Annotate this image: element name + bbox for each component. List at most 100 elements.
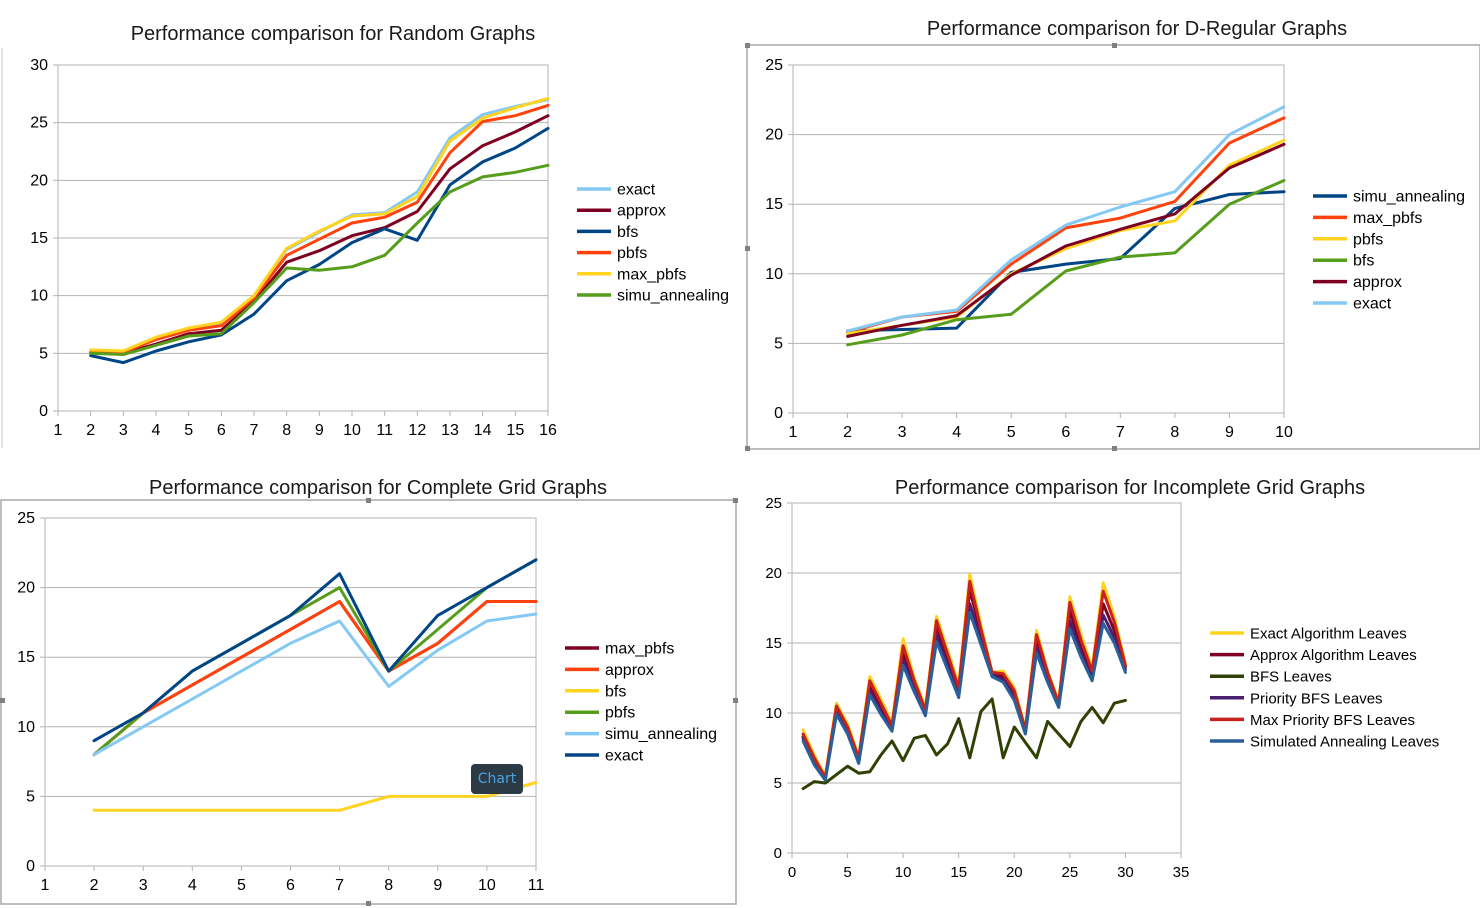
legend-label: max_pbfs <box>1353 210 1422 227</box>
legend-label: simu_annealing <box>1353 189 1465 206</box>
chart-tooltip: Chart <box>471 764 523 794</box>
series-line-bfs <box>846 179 1286 347</box>
y-tick-label: 25 <box>765 57 783 74</box>
x-tick-label: 6 <box>286 877 295 894</box>
x-tick-label: 14 <box>474 422 492 439</box>
x-tick-label: 9 <box>1225 424 1234 441</box>
x-tick-label: 1 <box>41 877 50 894</box>
series-line-exact <box>846 105 1286 333</box>
legend-label: approx <box>617 203 666 220</box>
y-tick-label: 0 <box>26 858 35 875</box>
x-tick-label: 4 <box>152 422 161 439</box>
chart-complete-grid-graphs: Performance comparison for Complete Grid… <box>17 477 717 894</box>
legend-label: approx <box>1353 274 1402 291</box>
x-tick-label: 10 <box>1275 424 1293 441</box>
plot-area <box>791 502 1182 854</box>
legend-label: pbfs <box>1353 231 1383 248</box>
y-tick-label: 5 <box>39 345 48 362</box>
series-line-approx <box>92 600 538 757</box>
y-tick-label: 20 <box>765 565 782 582</box>
x-tick-label: 9 <box>433 877 442 894</box>
series-line-pbfs <box>89 103 550 354</box>
y-tick-label: 0 <box>774 845 782 862</box>
chart-random-graphs: Performance comparison for Random Graphs… <box>30 23 729 439</box>
x-tick-label: 4 <box>188 877 197 894</box>
legend-label: bfs <box>617 224 638 241</box>
y-tick-label: 20 <box>30 172 48 189</box>
chart-title: Performance comparison for D-Regular Gra… <box>927 18 1347 40</box>
x-tick-label: 25 <box>1062 864 1079 881</box>
y-tick-label: 10 <box>765 266 783 283</box>
series-line-bfs <box>92 781 538 812</box>
plot-area <box>57 64 549 412</box>
chart-title: Performance comparison for Random Graphs <box>131 23 536 45</box>
legend-label: Exact Algorithm Leaves <box>1250 626 1407 643</box>
x-tick-label: 2 <box>843 424 852 441</box>
y-tick-label: 5 <box>774 335 783 352</box>
legend-label: simu_annealing <box>605 726 717 743</box>
x-tick-label: 8 <box>282 422 291 439</box>
x-tick-label: 8 <box>384 877 393 894</box>
series-line-max-pbfs <box>89 96 550 353</box>
y-tick-label: 0 <box>774 405 783 422</box>
y-tick-label: 25 <box>765 495 782 512</box>
y-tick-label: 25 <box>30 115 48 132</box>
x-tick-label: 7 <box>335 877 344 894</box>
legend-label: bfs <box>1353 253 1374 270</box>
y-tick-label: 20 <box>17 580 35 597</box>
x-tick-label: 11 <box>376 422 393 439</box>
legend-label: Priority BFS Leaves <box>1250 690 1383 707</box>
legend-label: BFS Leaves <box>1250 669 1332 686</box>
series-line-bfs-leaves <box>801 697 1127 791</box>
legend-label: pbfs <box>617 245 647 262</box>
x-tick-label: 15 <box>506 422 524 439</box>
legend-label: max_pbfs <box>617 266 686 283</box>
legend-label: Approx Algorithm Leaves <box>1250 647 1417 664</box>
x-tick-label: 15 <box>950 864 967 881</box>
legend-label: Max Priority BFS Leaves <box>1250 712 1415 729</box>
x-tick-label: 8 <box>1170 424 1179 441</box>
x-tick-label: 11 <box>528 877 545 894</box>
y-tick-label: 10 <box>17 719 35 736</box>
y-tick-label: 10 <box>30 288 48 305</box>
x-tick-label: 2 <box>86 422 95 439</box>
x-tick-label: 10 <box>478 877 496 894</box>
frames <box>0 43 1480 906</box>
legend-label: bfs <box>605 683 626 700</box>
y-tick-label: 25 <box>17 510 35 527</box>
x-tick-label: 3 <box>898 424 907 441</box>
series-line-max-pbfs <box>92 600 538 757</box>
x-tick-label: 16 <box>539 422 557 439</box>
x-tick-label: 20 <box>1006 864 1023 881</box>
plot-area <box>44 517 537 867</box>
x-tick-label: 35 <box>1173 864 1190 881</box>
y-tick-label: 10 <box>765 705 782 722</box>
y-tick-label: 15 <box>765 635 782 652</box>
x-tick-label: 9 <box>315 422 324 439</box>
x-tick-label: 5 <box>843 864 851 881</box>
x-tick-label: 10 <box>343 422 361 439</box>
legend-label: simu_annealing <box>617 288 729 305</box>
x-tick-label: 12 <box>408 422 426 439</box>
y-tick-label: 20 <box>765 127 783 144</box>
chart-title: Performance comparison for Complete Grid… <box>149 477 607 499</box>
chart-title: Performance comparison for Incomplete Gr… <box>895 477 1365 499</box>
legend-label: exact <box>617 182 656 199</box>
x-tick-label: 3 <box>119 422 128 439</box>
y-tick-label: 15 <box>17 649 35 666</box>
y-tick-label: 15 <box>30 230 48 247</box>
x-tick-label: 30 <box>1117 864 1134 881</box>
x-tick-label: 1 <box>54 422 63 439</box>
series-line-exact <box>92 558 538 743</box>
x-tick-label: 2 <box>90 877 99 894</box>
series-line-approx <box>846 142 1286 338</box>
y-tick-label: 5 <box>774 775 782 792</box>
y-tick-label: 5 <box>26 788 35 805</box>
y-tick-label: 15 <box>765 196 783 213</box>
x-tick-label: 5 <box>184 422 193 439</box>
y-tick-label: 30 <box>30 57 48 74</box>
x-tick-label: 6 <box>217 422 226 439</box>
series-line-bfs <box>89 126 550 365</box>
x-tick-label: 1 <box>789 424 798 441</box>
